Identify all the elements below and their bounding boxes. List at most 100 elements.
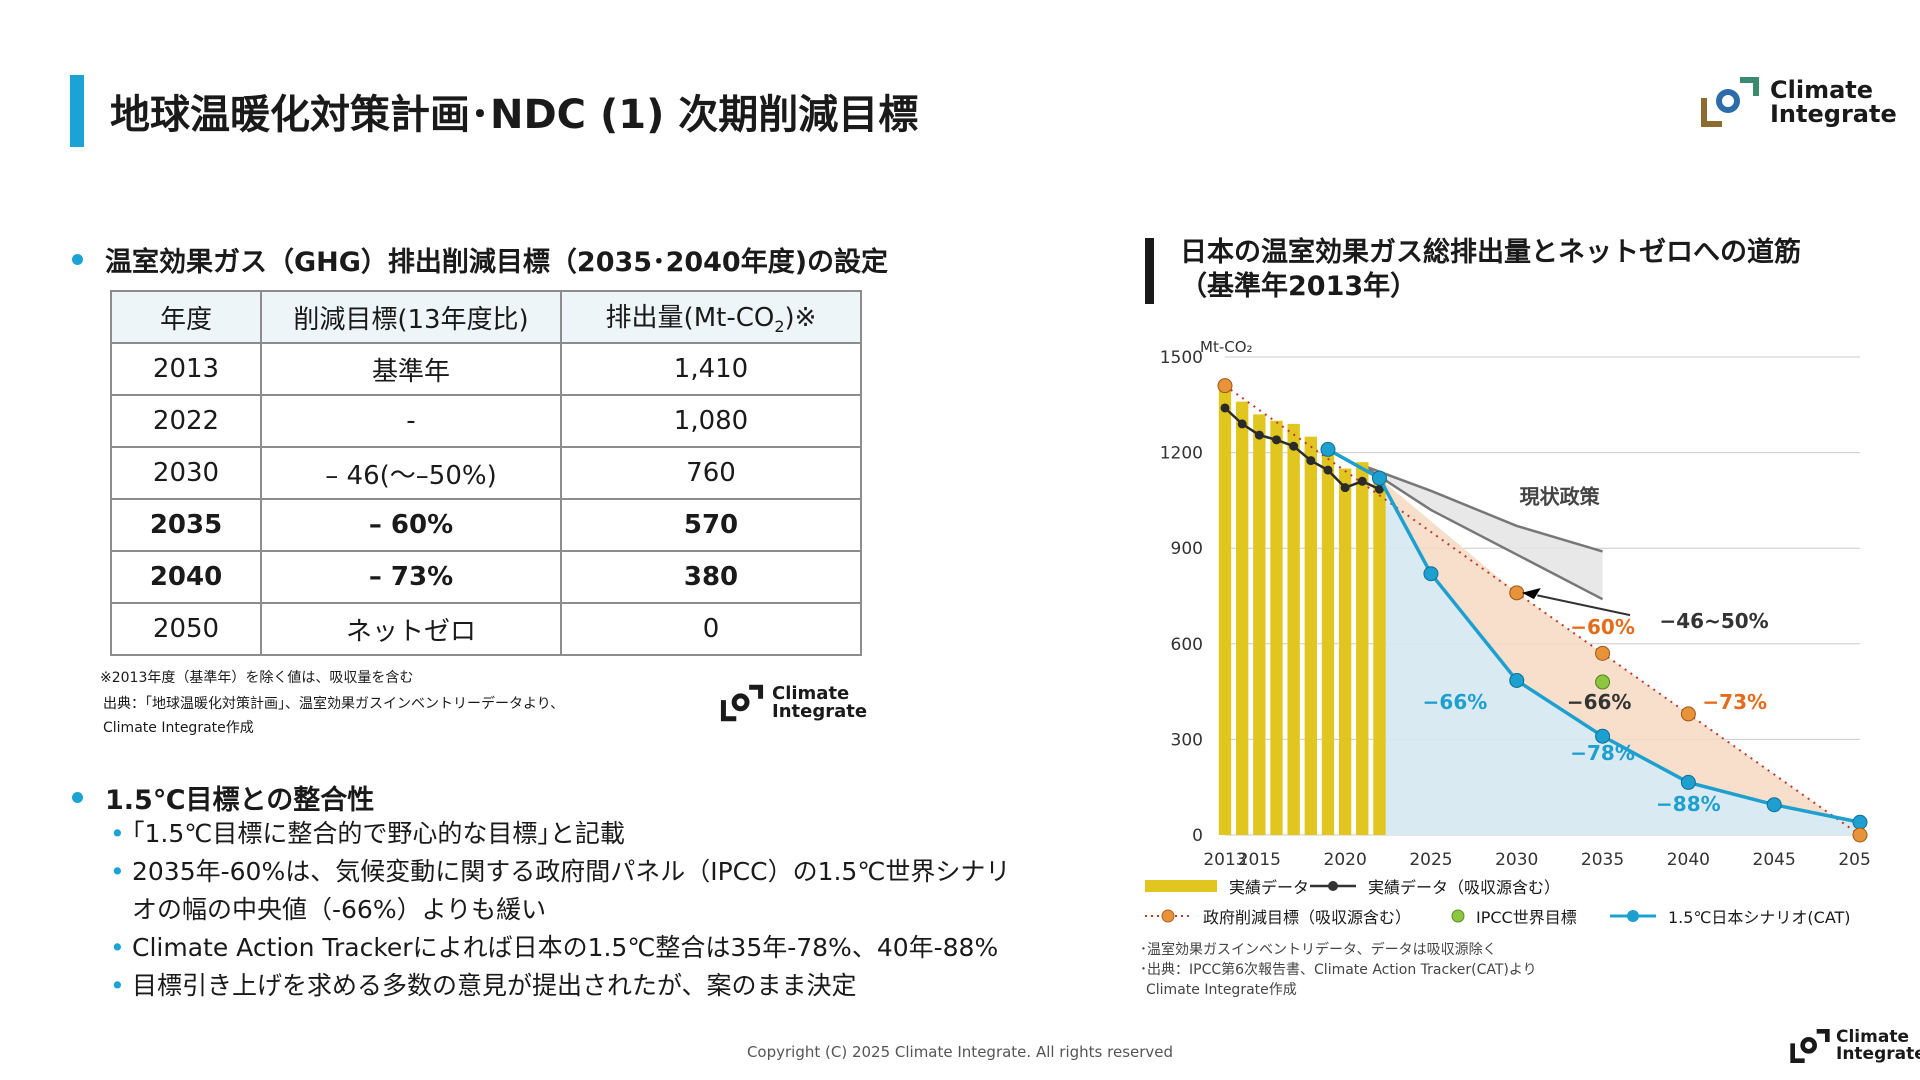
table-cell: 2050	[110, 602, 262, 656]
chart-title-line1: 日本の温室効果ガス総排出量とネットゼロへの道筋	[1180, 237, 1801, 268]
x-tick-label: 2045	[1753, 850, 1796, 870]
list-item: ｢1.5℃目標に整合的で野心的な目標｣と記載	[110, 815, 1010, 853]
list-item-continuation: オの幅の中央値（-66%）よりも緩い	[132, 895, 547, 924]
legend-label: 1.5℃日本シナリオ(CAT)	[1668, 908, 1851, 927]
table-footnote: ※2013年度（基準年）を除く値は、吸収量を含む	[100, 670, 414, 686]
cat-point	[1766, 797, 1782, 813]
cat-point	[1680, 774, 1696, 790]
logo-text-line2: Integrate	[1836, 1044, 1920, 1064]
source-note-line: Climate Integrate作成	[1146, 982, 1297, 998]
gov-target-point	[1217, 378, 1233, 394]
x-tick-label: 2015	[1238, 850, 1281, 870]
x-tick-label: 2035	[1581, 850, 1624, 870]
legend-bar-swatch	[1145, 880, 1217, 892]
actual-point	[1340, 483, 1350, 493]
y-tick-label: 1200	[1160, 444, 1203, 464]
gov-target-point	[1595, 645, 1611, 661]
table-source-credit: Climate Integrate作成	[103, 720, 254, 736]
logo-text-line2: Integrate	[1770, 100, 1897, 128]
actual-line	[1224, 407, 1380, 491]
climate-integrate-logo-icon	[720, 684, 764, 722]
table-row: 2030 – 46(～–50%) 760	[110, 446, 862, 500]
table-cell: – 73%	[260, 550, 562, 604]
y-axis-label: Mt-CO₂	[1200, 338, 1253, 356]
cat2030-label: −66%	[1423, 690, 1488, 714]
table-header-row: 年度 削減目標(13年度比) 排出量(Mt-CO2)※	[110, 290, 862, 344]
table-cell: 0	[560, 602, 862, 656]
table-source: 出典：｢地球温暖化対策計画｣、温室効果ガスインベントリーデータより、	[103, 696, 565, 712]
table-cell: -	[260, 394, 562, 448]
emission-bar	[1321, 449, 1335, 835]
bullet-dot	[72, 792, 83, 803]
legend-ipcc: IPCC世界目標	[1450, 904, 1577, 928]
table-cell: 2030	[110, 446, 262, 500]
cat-point	[1423, 566, 1439, 582]
emission-bar	[1270, 420, 1283, 835]
title-accent-bar	[70, 75, 84, 147]
table-cell: – 46(～–50%)	[260, 446, 562, 500]
legend-label: IPCC世界目標	[1476, 908, 1577, 927]
emission-bar	[1356, 462, 1369, 835]
gov-target-point	[1680, 706, 1696, 722]
actual-point	[1323, 465, 1333, 475]
current-policy-upper-line	[1361, 464, 1603, 553]
range-arrow-line	[1537, 594, 1631, 617]
list-item: 目標引き上げを求める多数の意見が提出されたが、案のまま決定	[110, 967, 1010, 1005]
actual-point	[1220, 403, 1230, 413]
table-cell: 2013	[110, 342, 262, 396]
current-policy-label: 現状政策	[1520, 485, 1601, 509]
logo-text-line2: Integrate	[772, 701, 868, 722]
cat-area-blue	[1379, 478, 1860, 835]
range-label: −46~50%	[1660, 609, 1769, 633]
chart-source-notes: ･温室効果ガスインベントリデータ、データは吸収源除く ･出典：IPCC第6次報告…	[1140, 940, 1537, 1000]
range-arrow-head	[1521, 588, 1541, 600]
y-tick-label: 300	[1171, 730, 1203, 750]
table-header: 年度	[110, 290, 262, 344]
gov2035-label: −60%	[1570, 615, 1635, 639]
table-cell: 2022	[110, 394, 262, 448]
section1-heading-text: 温室効果ガス（GHG）排出削減目標（2035･2040年度)の設定	[105, 247, 889, 278]
chart-title-line2: （基準年2013年）	[1180, 271, 1418, 302]
emission-bar	[1287, 423, 1300, 835]
cat-point	[1371, 470, 1387, 486]
ipcc-point	[1595, 674, 1611, 690]
gov-target-point	[1852, 827, 1868, 843]
section1-heading: 温室効果ガス（GHG）排出削減目標（2035･2040年度)の設定	[72, 240, 888, 279]
table-row: 2035 – 60% 570	[110, 498, 862, 552]
list-item: Climate Action Trackerによれば日本の1.5℃整合は35年-…	[110, 929, 1010, 967]
chart-title-bar	[1145, 238, 1154, 304]
table-cell: 760	[560, 446, 862, 500]
emission-bar	[1235, 401, 1249, 835]
logo-text-line1: Climate	[1836, 1027, 1909, 1047]
cat-point	[1595, 728, 1611, 744]
legend-dotted-swatch	[1145, 909, 1191, 923]
legend-cat: 1.5℃日本シナリオ(CAT)	[1610, 904, 1851, 928]
x-tick-label: 2020	[1324, 850, 1367, 870]
actual-point	[1357, 476, 1367, 486]
climate-integrate-logo-icon	[1790, 1029, 1830, 1063]
actual-point	[1237, 419, 1247, 429]
x-tick-label: 2030	[1495, 850, 1538, 870]
actual-point	[1374, 484, 1384, 494]
table-row: 2040 – 73% 380	[110, 550, 862, 604]
copyright: Copyright (C) 2025 Climate Integrate. Al…	[746, 1043, 1174, 1061]
cat-point	[1852, 814, 1868, 830]
section2-heading-text: 1.5℃目標との整合性	[105, 785, 375, 816]
actual-point	[1289, 441, 1299, 451]
current-policy-lower-line	[1361, 464, 1604, 601]
ipcc2035-label: −66%	[1567, 690, 1632, 714]
x-tick-label: 2050	[1838, 850, 1870, 870]
source-note-line: ･温室効果ガスインベントリデータ、データは吸収源除く	[1140, 942, 1497, 958]
legend-line-swatch	[1610, 910, 1656, 922]
cat2035-label: −78%	[1570, 741, 1635, 765]
chart-title: 日本の温室効果ガス総排出量とネットゼロへの道筋 （基準年2013年）	[1180, 236, 1801, 304]
x-tick-label: 2013	[1203, 850, 1246, 870]
legend-actual-line: 実績データ（吸収源含む）	[1310, 874, 1560, 898]
targets-table: 年度 削減目標(13年度比) 排出量(Mt-CO2)※ 2013 基準年 1,4…	[110, 290, 862, 656]
legend-line-swatch	[1310, 881, 1356, 891]
climate-integrate-logo-icon	[1701, 77, 1759, 127]
emission-bar	[1218, 385, 1232, 835]
x-tick-label: 2040	[1667, 850, 1710, 870]
table-cell: 2035	[110, 498, 262, 552]
